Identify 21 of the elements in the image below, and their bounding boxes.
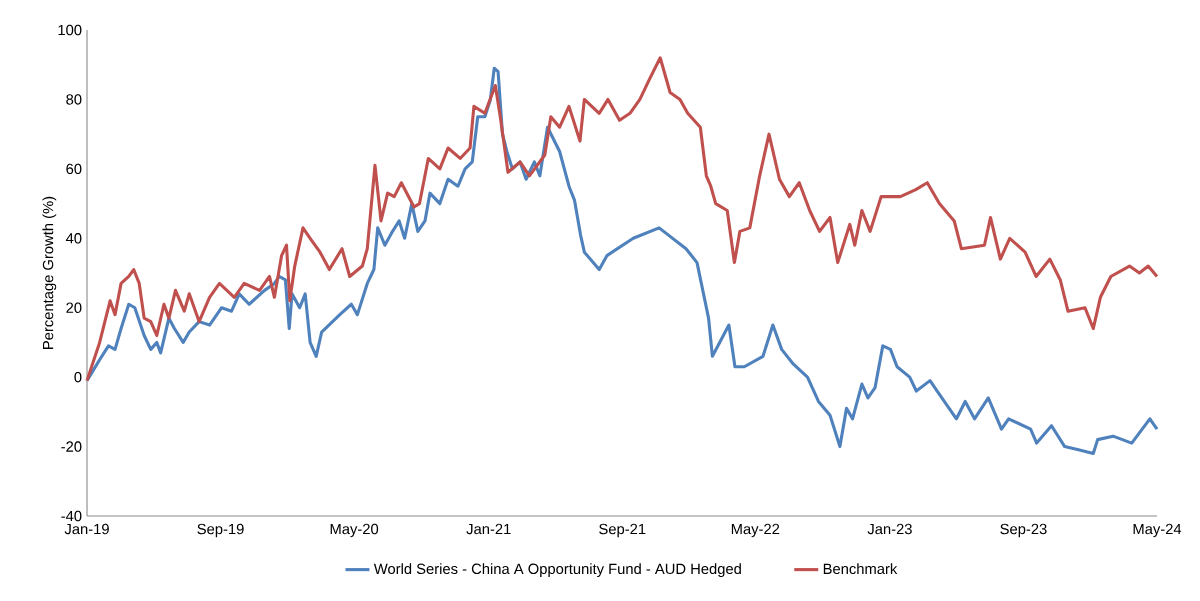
x-tick-label: Sep-23 — [1000, 523, 1047, 538]
legend-label: World Series - China A Opportunity Fund - AUD Hedged — [373, 563, 741, 577]
x-tick-label: May-20 — [330, 523, 379, 538]
x-tick-label: May-24 — [1133, 523, 1182, 538]
y-tick-label: -40 — [61, 510, 82, 522]
x-tick-label: Jan-19 — [64, 523, 109, 535]
x-tick-label: Sep-21 — [599, 523, 646, 538]
x-tick-label: Jan-23 — [867, 523, 912, 535]
y-tick-label: 80 — [66, 94, 82, 105]
y-tick-label: 100 — [58, 24, 82, 36]
x-tick-label: Jan-21 — [466, 523, 511, 535]
line-series — [85, 56, 1159, 383]
y-tick-label: 60 — [66, 163, 82, 175]
y-tick-label: 40 — [65, 233, 82, 244]
y-tick-label: -20 — [61, 441, 82, 452]
y-axis-title: Percentage Growth (%) — [42, 196, 57, 349]
x-tick-label: May-22 — [731, 523, 780, 538]
legend-label: Benchmark — [823, 563, 898, 575]
x-tick-label: Sep-19 — [197, 523, 244, 538]
y-tick-label: 20 — [66, 302, 82, 313]
y-tick-label: 0 — [74, 371, 82, 383]
